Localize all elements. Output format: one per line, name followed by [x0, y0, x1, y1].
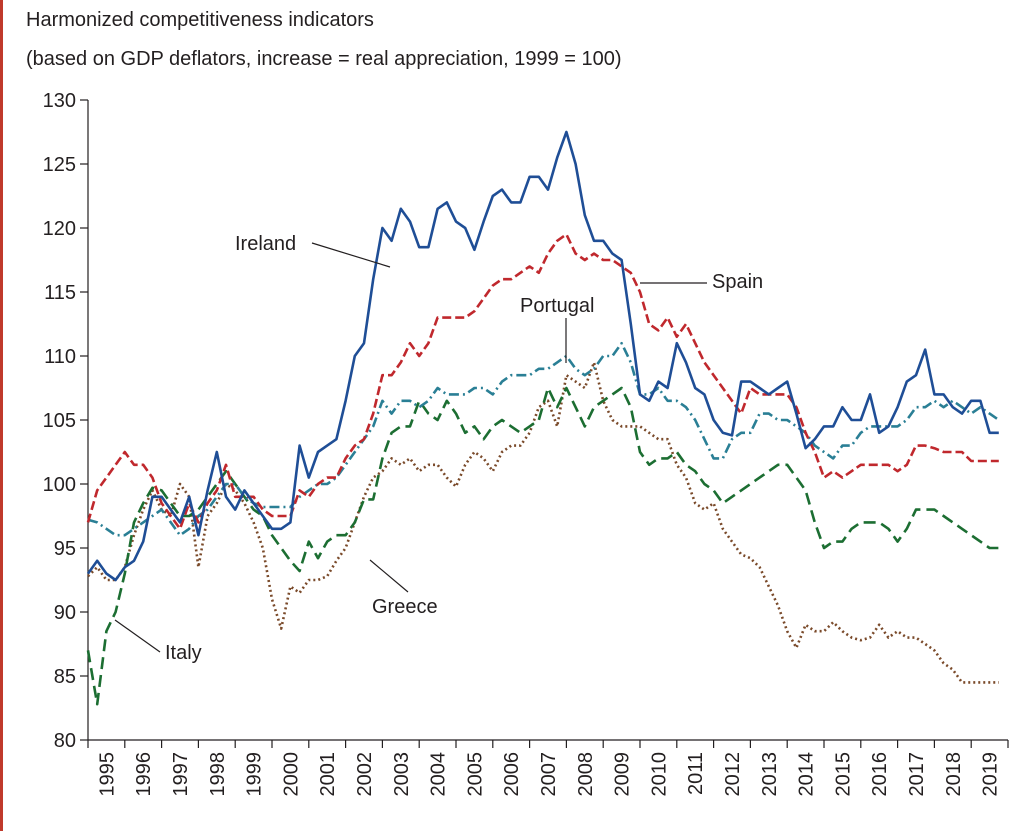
x-tick-label: 2006 [501, 752, 523, 797]
y-tick-label: 115 [44, 282, 76, 304]
x-tick-label: 1998 [207, 752, 229, 797]
series-label-italy: Italy [165, 642, 202, 664]
x-tick-label: 2001 [317, 752, 339, 797]
y-tick-label: 100 [43, 474, 76, 496]
x-tick-label: 2010 [648, 752, 670, 797]
series-label-greece: Greece [372, 596, 438, 618]
chart-subtitle: (based on GDP deflators, increase = real… [26, 48, 622, 70]
y-tick-label: 80 [54, 730, 76, 752]
series-label-spain: Spain [712, 271, 763, 293]
y-tick-label: 85 [54, 666, 76, 688]
leader-line-italy [114, 619, 161, 653]
y-tick-label: 110 [44, 346, 76, 368]
x-tick-label: 2013 [759, 752, 781, 797]
x-tick-label: 2014 [796, 752, 818, 797]
x-tick-label: 2011 [685, 752, 707, 795]
x-tick-label: 2017 [906, 752, 928, 797]
x-tick-label: 2019 [980, 752, 1002, 797]
x-tick-label: 2007 [538, 752, 560, 797]
x-tick-label: 1995 [96, 752, 118, 797]
y-tick-label: 90 [54, 602, 76, 624]
series-label-portugal: Portugal [520, 295, 595, 317]
leader-line-greece [369, 559, 409, 593]
x-tick-label: 2012 [722, 752, 744, 797]
x-tick-label: 2005 [464, 752, 486, 797]
x-tick-label: 2009 [612, 752, 634, 797]
series-line-greece [87, 361, 999, 684]
x-tick-label: 2004 [428, 752, 450, 797]
chart-title: Harmonized competitiveness indicators [26, 9, 374, 31]
y-tick-label: 125 [43, 154, 76, 176]
y-tick-label: 105 [43, 410, 76, 432]
series-line-italy [86, 386, 999, 706]
x-tick-label: 2002 [354, 752, 376, 797]
leader-line-ireland [311, 242, 391, 268]
x-tick-label: 2000 [280, 752, 302, 797]
x-tick-label: 2003 [391, 752, 413, 797]
series-line-spain [86, 233, 999, 531]
x-tick-label: 1999 [244, 752, 266, 797]
series-line-ireland [86, 130, 999, 582]
series-label-ireland: Ireland [235, 233, 296, 255]
left-edge-rule [0, 0, 3, 831]
y-tick-label: 120 [43, 218, 76, 240]
y-tick-label: 95 [54, 538, 76, 560]
x-tick-label: 1997 [170, 752, 192, 797]
x-tick-label: 2015 [832, 752, 854, 797]
x-tick-label: 2018 [943, 752, 965, 797]
x-tick-label: 2016 [869, 752, 891, 797]
x-tick-label: 2008 [575, 752, 597, 797]
series-line-portugal [87, 341, 1000, 537]
x-tick-label: 1996 [133, 752, 155, 797]
y-tick-label: 130 [43, 90, 76, 112]
